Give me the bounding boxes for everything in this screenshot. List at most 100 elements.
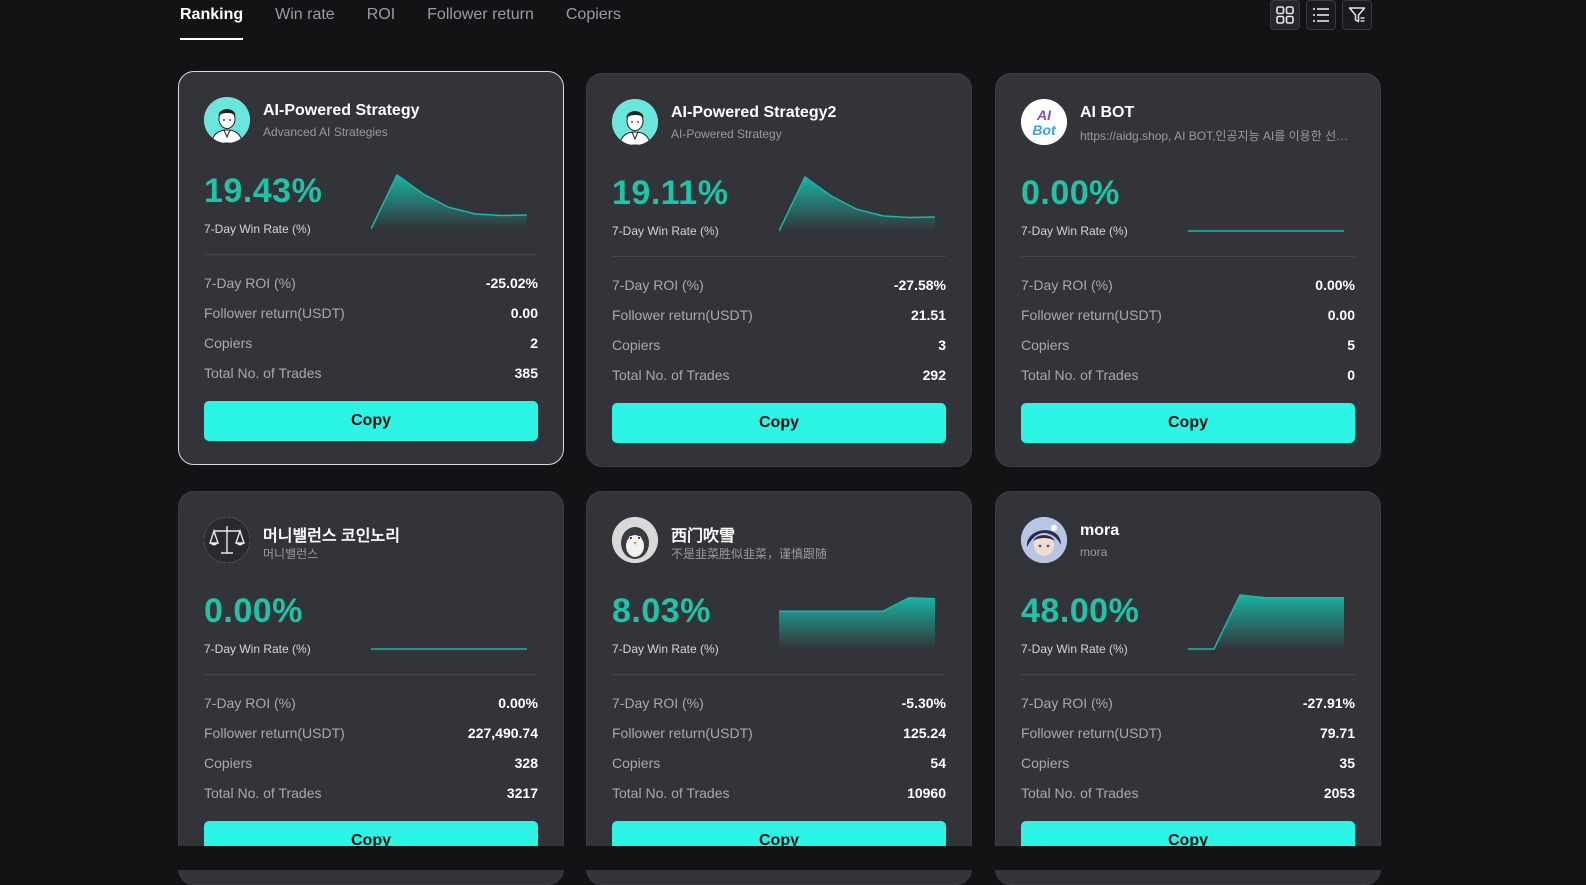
stat-value: 79.71	[1319, 725, 1355, 741]
tab-win-rate[interactable]: Win rate	[275, 6, 335, 23]
stat-value: 125.24	[903, 725, 946, 741]
scales-avatar-icon	[204, 517, 250, 563]
svg-text:Bot: Bot	[1032, 122, 1057, 138]
strategy-name[interactable]: mora	[1080, 522, 1120, 539]
strategy-card[interactable]: AI Bot AI BOT https://aidg.shop, AI BOT,인…	[995, 73, 1381, 467]
divider	[204, 674, 538, 675]
strategy-card[interactable]: mora mora 48.00% 7-Day Win Rate (%) 7-Da…	[995, 491, 1381, 885]
stat-value: 2	[530, 335, 538, 351]
stat-value: -5.30%	[901, 695, 946, 711]
win-rate-value: 19.11%	[612, 174, 729, 212]
page-bottom-edge	[0, 846, 1586, 870]
stat-row-follower-return: Follower return(USDT) 21.51	[612, 300, 946, 330]
win-rate-label: 7-Day Win Rate (%)	[204, 642, 311, 656]
strategy-card[interactable]: AI-Powered Strategy2 AI-Powered Strategy…	[586, 73, 972, 467]
stat-row-trades: Total No. of Trades 3217	[204, 778, 538, 808]
sparkline-area	[371, 175, 527, 229]
stat-row-copiers: Copiers 328	[204, 748, 538, 778]
copy-button[interactable]: Copy	[204, 401, 538, 441]
stat-value: 0.00%	[1315, 277, 1355, 293]
stats-list: 7-Day ROI (%) -27.91% Follower return(USD…	[1021, 688, 1355, 808]
win-rate-sparkline	[371, 173, 527, 230]
view-toolbar	[1270, 0, 1372, 30]
strategy-name[interactable]: 西门吹雪	[671, 528, 736, 545]
stat-row-trades: Total No. of Trades 292	[612, 360, 946, 390]
stat-value: 0.00%	[498, 695, 538, 711]
filter-icon	[1348, 7, 1366, 23]
strategy-subtitle: 머니밸런스	[263, 547, 319, 561]
stat-label: Total No. of Trades	[204, 785, 322, 801]
copy-button[interactable]: Copy	[1021, 403, 1355, 443]
stats-list: 7-Day ROI (%) -27.58% Follower return(USD…	[612, 270, 946, 390]
win-rate-label: 7-Day Win Rate (%)	[612, 224, 719, 238]
stat-value: -27.58%	[893, 277, 946, 293]
stat-row-copiers: Copiers 3	[612, 330, 946, 360]
win-rate-label: 7-Day Win Rate (%)	[1021, 642, 1128, 656]
stat-label: Copiers	[204, 755, 253, 771]
avatar	[1021, 517, 1067, 563]
win-rate-label: 7-Day Win Rate (%)	[1021, 224, 1128, 238]
strategy-subtitle: 不是韭菜胜似韭菜，谨慎跟随	[671, 547, 828, 561]
win-rate-sparkline	[779, 175, 935, 232]
stats-list: 7-Day ROI (%) -25.02% Follower return(USD…	[204, 268, 538, 388]
list-view-button[interactable]	[1306, 0, 1336, 30]
stat-row-trades: Total No. of Trades 0	[1021, 360, 1355, 390]
tab-copiers[interactable]: Copiers	[565, 6, 621, 23]
svg-text:AI: AI	[1036, 107, 1052, 123]
win-rate-sparkline	[1188, 594, 1344, 650]
strategy-name[interactable]: 머니밸런스 코인노리	[263, 528, 400, 545]
win-rate-sparkline	[371, 648, 527, 650]
stat-value: 35	[1339, 755, 1355, 771]
strategy-card[interactable]: 머니밸런스 코인노리 머니밸런스 0.00% 7-Day Win Rate (%…	[178, 491, 564, 885]
stat-label: Follower return(USDT)	[204, 305, 345, 321]
win-rate-value: 0.00%	[1021, 174, 1120, 212]
man-avatar-icon	[204, 97, 250, 143]
stat-row-trades: Total No. of Trades 2053	[1021, 778, 1355, 808]
stat-label: Follower return(USDT)	[612, 725, 753, 741]
tab-ranking[interactable]: Ranking	[180, 0, 244, 40]
win-rate-sparkline	[1188, 230, 1344, 232]
stat-row-trades: Total No. of Trades 385	[204, 358, 538, 388]
grid-view-icon	[1276, 6, 1294, 24]
stat-row-roi: 7-Day ROI (%) 0.00%	[1021, 270, 1355, 300]
stat-label: 7-Day ROI (%)	[612, 695, 704, 711]
win-rate-value: 0.00%	[204, 592, 303, 630]
stat-value: 5	[1347, 337, 1355, 353]
strategy-name[interactable]: AI BOT	[1080, 104, 1135, 121]
sparkline-line	[1188, 594, 1344, 650]
stat-value: -27.91%	[1302, 695, 1355, 711]
stat-value: 54	[930, 755, 946, 771]
strategy-card[interactable]: 西门吹雪 不是韭菜胜似韭菜，谨慎跟随 8.03% 7-Day Win Rate …	[586, 491, 972, 885]
strategy-subtitle: https://aidg.shop, AI BOT,인공지능 AI를 이용한 선…	[1080, 129, 1349, 143]
anime-avatar-icon	[1021, 517, 1067, 563]
stat-value: 385	[514, 365, 538, 381]
stat-value: 0.00	[510, 305, 538, 321]
stat-value: 21.51	[910, 307, 946, 323]
copy-button[interactable]: Copy	[612, 403, 946, 443]
divider	[612, 674, 946, 675]
strategy-card[interactable]: AI-Powered Strategy Advanced AI Strategi…	[178, 71, 564, 465]
strategy-name[interactable]: AI-Powered Strategy	[263, 102, 420, 119]
avatar	[204, 97, 250, 143]
win-rate-value: 19.43%	[204, 172, 323, 210]
stat-row-roi: 7-Day ROI (%) -25.02%	[204, 268, 538, 298]
tab-roi[interactable]: ROI	[366, 6, 396, 23]
strategy-name[interactable]: AI-Powered Strategy2	[671, 104, 837, 121]
filter-button[interactable]	[1342, 0, 1372, 30]
stat-value: 227,490.74	[467, 725, 538, 741]
stat-row-roi: 7-Day ROI (%) -27.58%	[612, 270, 946, 300]
tab-follower-return[interactable]: Follower return	[427, 6, 534, 23]
sparkline-line	[779, 596, 935, 612]
stat-label: 7-Day ROI (%)	[612, 277, 704, 293]
stat-label: Copiers	[1021, 755, 1070, 771]
stat-label: 7-Day ROI (%)	[1021, 277, 1113, 293]
stat-value: 0.00	[1327, 307, 1355, 323]
stat-value: 3	[938, 337, 946, 353]
stats-list: 7-Day ROI (%) -5.30% Follower return(USDT…	[612, 688, 946, 808]
stat-row-copiers: Copiers 2	[204, 328, 538, 358]
stat-label: Total No. of Trades	[612, 785, 730, 801]
divider	[1021, 674, 1355, 675]
grid-view-button[interactable]	[1270, 0, 1300, 30]
stat-row-roi: 7-Day ROI (%) 0.00%	[204, 688, 538, 718]
